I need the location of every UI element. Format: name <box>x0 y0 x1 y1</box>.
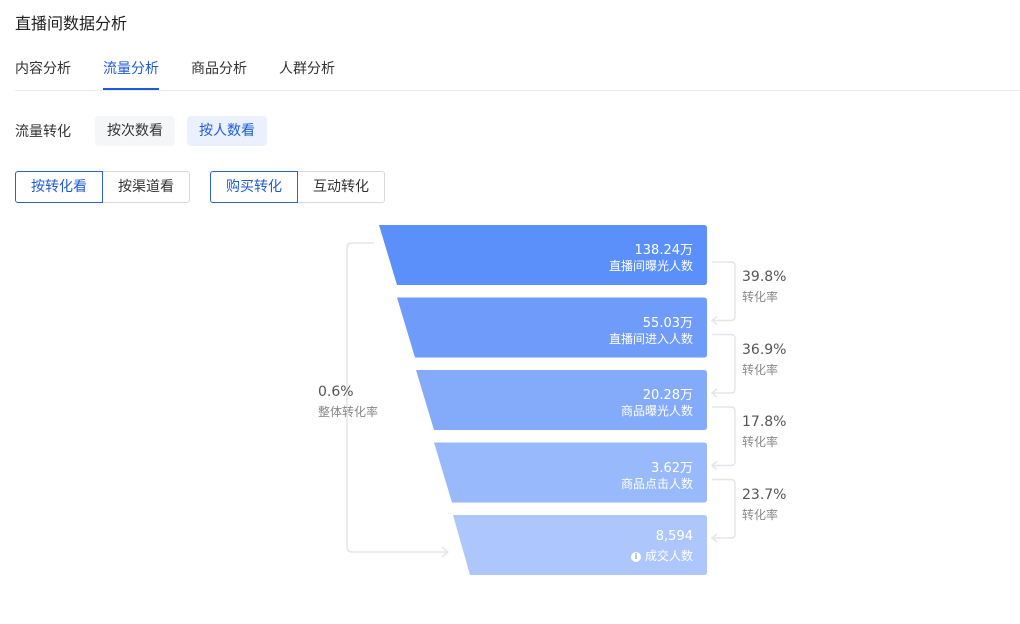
stage-label-text: 直播间曝光人数 <box>608 259 693 273</box>
stage-value: 8,594 <box>655 529 693 544</box>
stage-label-text: 直播间进入人数 <box>608 331 693 346</box>
tab-product-analysis[interactable]: 商品分析 <box>191 61 247 77</box>
traffic-conversion-row: 流量转化 按次数看 按人数看 <box>15 116 279 146</box>
rate-connector <box>712 478 736 539</box>
rate-value: 39.8% <box>742 269 787 286</box>
stage-label-text: 成交人数 <box>644 549 693 563</box>
funnel-stage-3[interactable] <box>416 370 707 430</box>
rate-label: 转化率 <box>742 435 779 450</box>
rate-label: 转化率 <box>742 290 779 305</box>
stage-label: 商品点击人数 <box>493 475 693 492</box>
by-people-option[interactable]: 按人数看 <box>187 116 267 146</box>
by-count-option[interactable]: 按次数看 <box>95 116 175 146</box>
rate-value: 23.7% <box>742 486 787 503</box>
stage-label: 商品曝光人数 <box>493 402 693 419</box>
stage-label: i 成交人数 <box>493 547 693 564</box>
section-label: 流量转化 <box>15 124 71 140</box>
stage-label-text: 商品点击人数 <box>620 476 693 491</box>
info-icon[interactable]: i <box>630 552 641 562</box>
rate-connector <box>712 406 736 467</box>
overall-rate-value: 0.6% <box>318 384 354 400</box>
stage-value: 20.28万 <box>642 388 693 403</box>
stage-label: 直播间曝光人数 <box>493 257 693 274</box>
stage-value: 55.03万 <box>642 315 693 331</box>
by-channel-button[interactable]: 按渠道看 <box>103 171 190 203</box>
tab-audience-analysis[interactable]: 人群分析 <box>279 61 335 77</box>
interaction-conversion-button[interactable]: 互动转化 <box>298 171 385 203</box>
rate-value: 36.9% <box>742 341 787 358</box>
rate-label: 转化率 <box>742 362 779 377</box>
rate-connector-arrow <box>710 315 718 326</box>
stage-label-text: 商品曝光人数 <box>620 404 693 418</box>
purchase-conversion-button[interactable]: 购买转化 <box>210 171 298 203</box>
rate-connector-arrow <box>710 533 718 543</box>
stage-value: 3.62万 <box>651 460 693 476</box>
rate-value: 17.8% <box>742 414 787 431</box>
rate-connector-arrow <box>710 388 718 398</box>
funnel-stage-2[interactable] <box>397 297 707 358</box>
overall-connector <box>346 242 448 553</box>
view-toggle-group: 按转化看 按渠道看 <box>15 171 190 203</box>
overall-rate-label: 整体转化率 <box>318 405 379 419</box>
tab-traffic-analysis[interactable]: 流量分析 <box>103 58 159 90</box>
tab-content-analysis[interactable]: 内容分析 <box>15 61 71 77</box>
stage-value: 138.24万 <box>634 243 694 258</box>
tab-bar: 内容分析 流量分析 商品分析 人群分析 <box>15 58 367 90</box>
rate-label: 转化率 <box>742 507 779 522</box>
conversion-type-group: 购买转化 互动转化 <box>210 171 385 203</box>
tabs-divider <box>15 90 1020 91</box>
funnel-stage-4[interactable] <box>434 442 707 503</box>
rate-connector-arrow <box>710 460 718 471</box>
rate-connector <box>712 333 736 394</box>
overall-connector-arrow <box>441 546 450 558</box>
funnel-stage-1[interactable] <box>379 225 707 285</box>
rate-connector <box>712 261 736 322</box>
page-title: 直播间数据分析 <box>15 14 128 33</box>
funnel-stage-5[interactable] <box>453 515 707 575</box>
by-conversion-button[interactable]: 按转化看 <box>15 171 103 203</box>
stage-label: 直播间进入人数 <box>493 330 693 347</box>
